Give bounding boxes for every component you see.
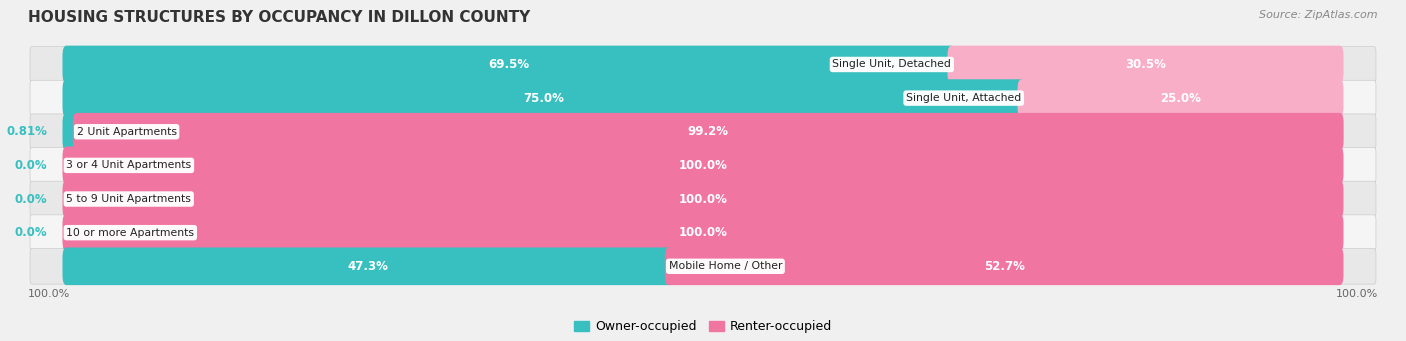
Text: 99.2%: 99.2% [688, 125, 728, 138]
Text: 100.0%: 100.0% [679, 193, 727, 206]
FancyBboxPatch shape [73, 113, 1344, 151]
FancyBboxPatch shape [665, 248, 1344, 285]
FancyBboxPatch shape [62, 46, 955, 83]
Text: 0.0%: 0.0% [14, 159, 48, 172]
Text: Source: ZipAtlas.com: Source: ZipAtlas.com [1260, 10, 1378, 20]
Legend: Owner-occupied, Renter-occupied: Owner-occupied, Renter-occupied [568, 315, 838, 338]
Text: 3 or 4 Unit Apartments: 3 or 4 Unit Apartments [66, 160, 191, 170]
Text: HOUSING STRUCTURES BY OCCUPANCY IN DILLON COUNTY: HOUSING STRUCTURES BY OCCUPANCY IN DILLO… [28, 10, 530, 25]
Text: 5 to 9 Unit Apartments: 5 to 9 Unit Apartments [66, 194, 191, 204]
Text: 25.0%: 25.0% [1160, 92, 1201, 105]
FancyBboxPatch shape [30, 148, 1376, 183]
Text: 0.81%: 0.81% [7, 125, 48, 138]
Text: 0.0%: 0.0% [14, 226, 48, 239]
Text: 0.0%: 0.0% [14, 193, 48, 206]
Text: 2 Unit Apartments: 2 Unit Apartments [77, 127, 177, 137]
FancyBboxPatch shape [62, 113, 80, 151]
Text: 75.0%: 75.0% [523, 92, 564, 105]
FancyBboxPatch shape [62, 180, 1344, 218]
Text: Single Unit, Detached: Single Unit, Detached [832, 59, 952, 70]
Text: 69.5%: 69.5% [488, 58, 530, 71]
Text: 100.0%: 100.0% [1336, 289, 1378, 299]
Text: 100.0%: 100.0% [679, 226, 727, 239]
FancyBboxPatch shape [948, 46, 1344, 83]
Text: 30.5%: 30.5% [1125, 58, 1166, 71]
Text: Single Unit, Attached: Single Unit, Attached [905, 93, 1021, 103]
Text: Mobile Home / Other: Mobile Home / Other [669, 261, 782, 271]
Text: 47.3%: 47.3% [347, 260, 388, 273]
FancyBboxPatch shape [62, 147, 1344, 184]
Text: 10 or more Apartments: 10 or more Apartments [66, 228, 194, 238]
FancyBboxPatch shape [1018, 79, 1344, 117]
FancyBboxPatch shape [30, 114, 1376, 150]
FancyBboxPatch shape [30, 181, 1376, 217]
FancyBboxPatch shape [62, 248, 672, 285]
FancyBboxPatch shape [62, 214, 1344, 252]
Text: 52.7%: 52.7% [984, 260, 1025, 273]
FancyBboxPatch shape [30, 80, 1376, 116]
Text: 100.0%: 100.0% [28, 289, 70, 299]
FancyBboxPatch shape [62, 79, 1025, 117]
Text: 100.0%: 100.0% [679, 159, 727, 172]
FancyBboxPatch shape [30, 249, 1376, 284]
FancyBboxPatch shape [30, 215, 1376, 251]
FancyBboxPatch shape [30, 47, 1376, 82]
